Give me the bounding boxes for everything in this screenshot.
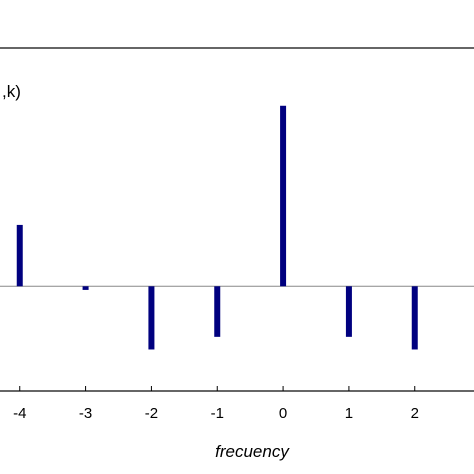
bar--3 bbox=[82, 286, 89, 290]
bar--1 bbox=[214, 286, 221, 337]
x-tick-label: -1 bbox=[211, 405, 224, 422]
x-tick-label: 2 bbox=[411, 405, 419, 422]
bar-1 bbox=[345, 286, 352, 337]
bar-0 bbox=[280, 105, 287, 287]
x-tick-label: 0 bbox=[279, 405, 287, 422]
x-tick-label: -3 bbox=[79, 405, 92, 422]
x-tick-label: -4 bbox=[13, 405, 26, 422]
plot-frame bbox=[0, 47, 474, 392]
y-axis-label: ,k) bbox=[2, 82, 21, 101]
bar--4 bbox=[16, 224, 23, 287]
x-axis-title: frecuency bbox=[215, 442, 290, 461]
bar--2 bbox=[148, 286, 155, 350]
x-tick-label: -2 bbox=[145, 405, 158, 422]
bar-2 bbox=[411, 286, 418, 350]
x-tick-label: 1 bbox=[345, 405, 353, 422]
